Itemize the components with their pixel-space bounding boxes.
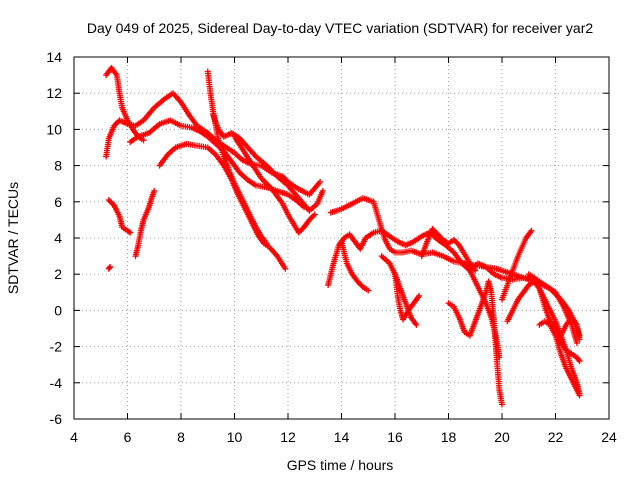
series-track-10 — [105, 263, 114, 272]
y-tick-label: 2 — [54, 266, 62, 282]
data-point — [528, 227, 535, 234]
data-point — [263, 240, 270, 247]
x-tick-label: 24 — [601, 429, 617, 445]
data-point — [576, 392, 583, 399]
y-tick-label: -4 — [50, 375, 63, 391]
series-track-18 — [461, 260, 503, 361]
series-track-19 — [499, 227, 535, 303]
series-track-9 — [132, 187, 158, 260]
data-point — [576, 336, 583, 343]
chart-title: Day 049 of 2025, Sidereal Day-to-day VTE… — [87, 20, 593, 36]
y-tick-label: 10 — [46, 121, 62, 137]
x-tick-label: 22 — [548, 429, 564, 445]
data-point — [319, 187, 326, 194]
series-track-5 — [204, 68, 270, 247]
series-track-6 — [210, 111, 326, 214]
data-point — [416, 292, 423, 299]
data-point — [125, 228, 132, 235]
series-track-13 — [338, 238, 372, 294]
data-point — [576, 358, 583, 365]
data-point — [413, 321, 420, 328]
data-points — [103, 64, 583, 408]
y-tick-label: 4 — [54, 230, 62, 246]
y-tick-label: -6 — [50, 411, 63, 427]
x-tick-label: 16 — [387, 429, 403, 445]
data-point — [107, 263, 114, 270]
y-tick-label: -2 — [50, 339, 63, 355]
x-tick-label: 4 — [70, 429, 78, 445]
x-tick-label: 14 — [334, 429, 350, 445]
y-tick-label: 0 — [54, 302, 62, 318]
data-point — [573, 339, 580, 346]
data-point — [140, 137, 147, 144]
series-track-21 — [536, 318, 583, 399]
y-tick-label: 8 — [54, 158, 62, 174]
series-track-16 — [418, 225, 479, 274]
data-point — [472, 267, 479, 274]
data-point — [127, 229, 134, 236]
data-point — [106, 264, 113, 271]
x-axis-ticks: 4 6 8 10 12 14 16 18 20 22 24 — [70, 57, 617, 445]
series-track-11 — [327, 195, 583, 339]
data-point — [317, 178, 324, 185]
series-track-15 — [392, 271, 423, 323]
x-tick-label: 10 — [227, 429, 243, 445]
y-axis-ticks: -6 -4 -2 0 2 4 6 8 10 12 14 — [46, 49, 609, 427]
y-tick-label: 12 — [46, 85, 62, 101]
y-tick-label: 6 — [54, 194, 62, 210]
data-point — [282, 265, 289, 272]
data-point — [496, 354, 503, 361]
y-tick-label: 14 — [46, 49, 62, 65]
x-tick-label: 12 — [280, 429, 296, 445]
x-tick-label: 8 — [177, 429, 185, 445]
data-point — [575, 356, 582, 363]
data-point — [311, 211, 318, 218]
series-track-14 — [378, 253, 420, 328]
series-track-17 — [445, 278, 505, 408]
x-tick-label: 20 — [494, 429, 510, 445]
y-axis-label: SDTVAR / TECUs — [5, 182, 21, 294]
series-track-23 — [525, 271, 583, 365]
data-point — [499, 401, 505, 408]
series-track-8 — [105, 196, 134, 236]
x-tick-label: 18 — [441, 429, 457, 445]
data-point — [365, 287, 372, 294]
x-axis-label: GPS time / hours — [287, 457, 394, 473]
series-track-7 — [231, 133, 318, 236]
x-tick-label: 6 — [124, 429, 132, 445]
data-point — [151, 187, 158, 194]
